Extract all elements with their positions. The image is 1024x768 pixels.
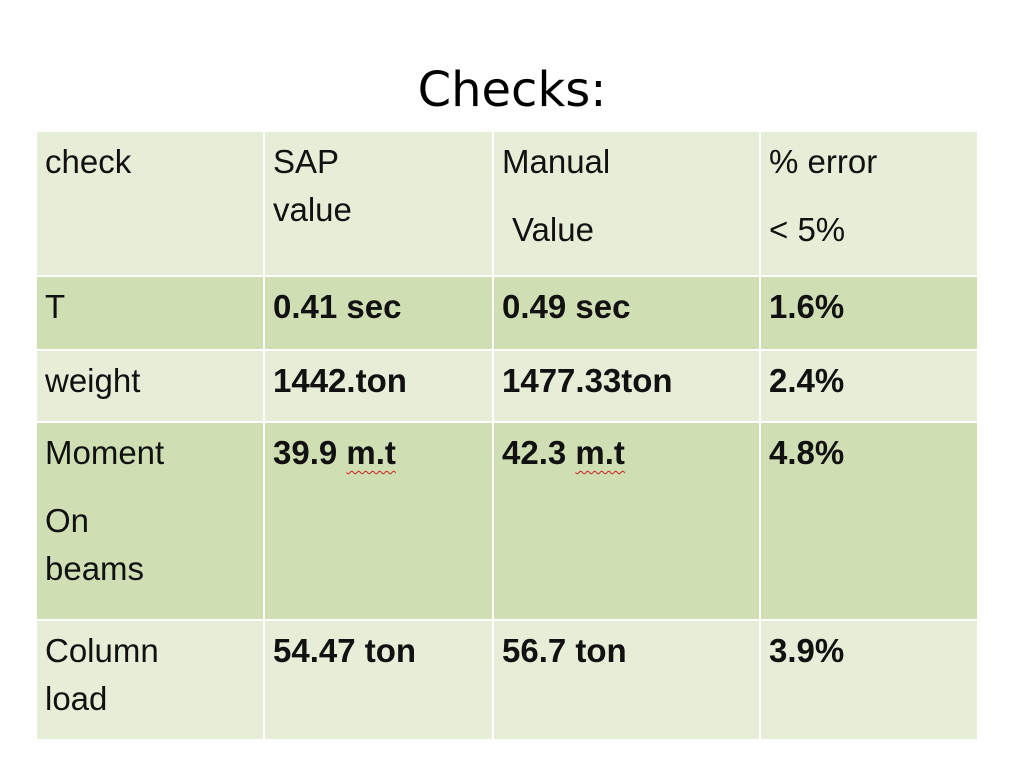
check-label-line2: On [45, 502, 90, 539]
table-row: Moment On beams 39.9 m.t 42.3 m.t 4.8% [35, 421, 979, 621]
sap-value-unit: m.t [346, 434, 396, 471]
check-label-line1: Column [45, 632, 159, 669]
cell-sap-value: 1442.ton [263, 349, 494, 423]
sap-value-number: 39.9 [273, 434, 338, 471]
check-label-line3: beams [45, 550, 145, 587]
header-manual-line2: Value [512, 211, 594, 248]
check-label-line1: Moment [45, 434, 165, 471]
cell-manual-value: 0.49 sec [492, 275, 761, 351]
header-check-label: check [45, 143, 132, 180]
cell-error: 2.4% [759, 349, 979, 423]
table-row: weight 1442.ton 1477.33ton 2.4% [35, 349, 979, 423]
cell-check: Moment On beams [35, 421, 265, 621]
cell-sap-value: 0.41 sec [263, 275, 494, 351]
header-check: check [35, 130, 265, 277]
cell-check: Column load [35, 619, 265, 741]
manual-value-number: 42.3 [502, 434, 567, 471]
header-sap-line1: SAP [273, 143, 340, 180]
header-error-line1: % error [769, 143, 878, 180]
cell-manual-value: 56.7 ton [492, 619, 761, 741]
header-sap-line2: value [273, 191, 352, 228]
header-error-line2: < 5% [769, 211, 846, 248]
cell-sap-value: 39.9 m.t [263, 421, 494, 621]
checks-table: check SAP value Manual Value % error < 5… [35, 130, 979, 741]
cell-error: 3.9% [759, 619, 979, 741]
cell-manual-value: 42.3 m.t [492, 421, 761, 621]
cell-sap-value: 54.47 ton [263, 619, 494, 741]
check-label: weight [45, 362, 141, 399]
check-label: T [45, 288, 66, 325]
header-sap-value: SAP value [263, 130, 494, 277]
header-manual-value: Manual Value [492, 130, 761, 277]
manual-value-unit: m.t [575, 434, 625, 471]
cell-check: T [35, 275, 265, 351]
cell-error: 4.8% [759, 421, 979, 621]
header-manual-line1: Manual [502, 143, 611, 180]
table-row: T 0.41 sec 0.49 sec 1.6% [35, 275, 979, 351]
table-header-row: check SAP value Manual Value % error < 5… [35, 130, 979, 277]
table-row: Column load 54.47 ton 56.7 ton 3.9% [35, 619, 979, 741]
page-title: Checks: [417, 62, 607, 118]
cell-error: 1.6% [759, 275, 979, 351]
cell-manual-value: 1477.33ton [492, 349, 761, 423]
header-error: % error < 5% [759, 130, 979, 277]
check-label-line2: load [45, 680, 108, 717]
cell-check: weight [35, 349, 265, 423]
